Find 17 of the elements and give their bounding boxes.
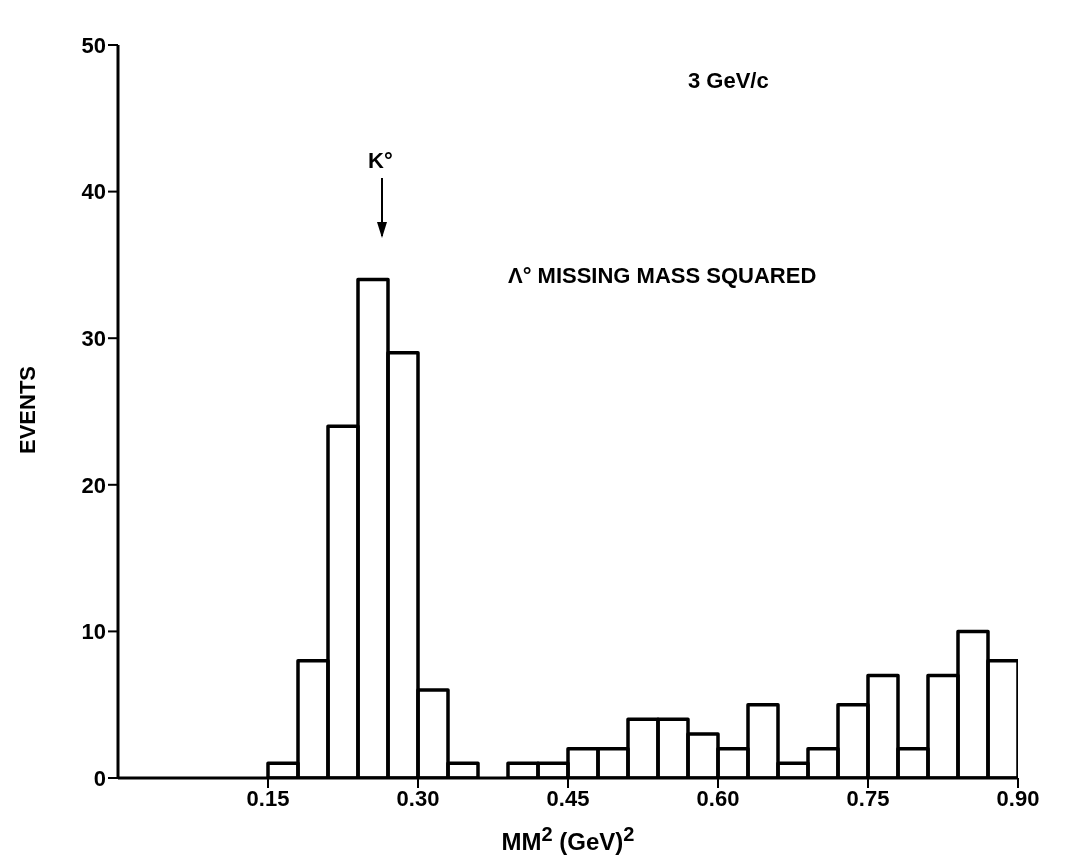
annotation: K° — [368, 148, 393, 174]
y-axis-title: EVENTS — [15, 364, 41, 456]
y-tick-label: 20 — [81, 472, 106, 498]
y-tick-label: 0 — [93, 765, 106, 791]
x-axis-title: MM$^{2}$ (GeV)$^{2}$ — [500, 823, 636, 856]
y-tick-label: 40 — [81, 179, 106, 205]
y-tick-label: 50 — [81, 32, 106, 58]
annotation: 3 GeV/c — [688, 68, 769, 94]
y-tick-label: 30 — [81, 326, 106, 352]
x-tick-label: 0.60 — [696, 785, 740, 811]
x-tick-label: 0.30 — [396, 785, 440, 811]
x-tick-label: 0.15 — [246, 785, 290, 811]
y-tick-label: 10 — [81, 619, 106, 645]
x-tick-label: 0.90 — [996, 785, 1040, 811]
x-tick-label: 0.45 — [546, 785, 590, 811]
annotation: Λ° MISSING MASS SQUARED — [508, 263, 817, 289]
x-tick-label: 0.75 — [846, 785, 890, 811]
